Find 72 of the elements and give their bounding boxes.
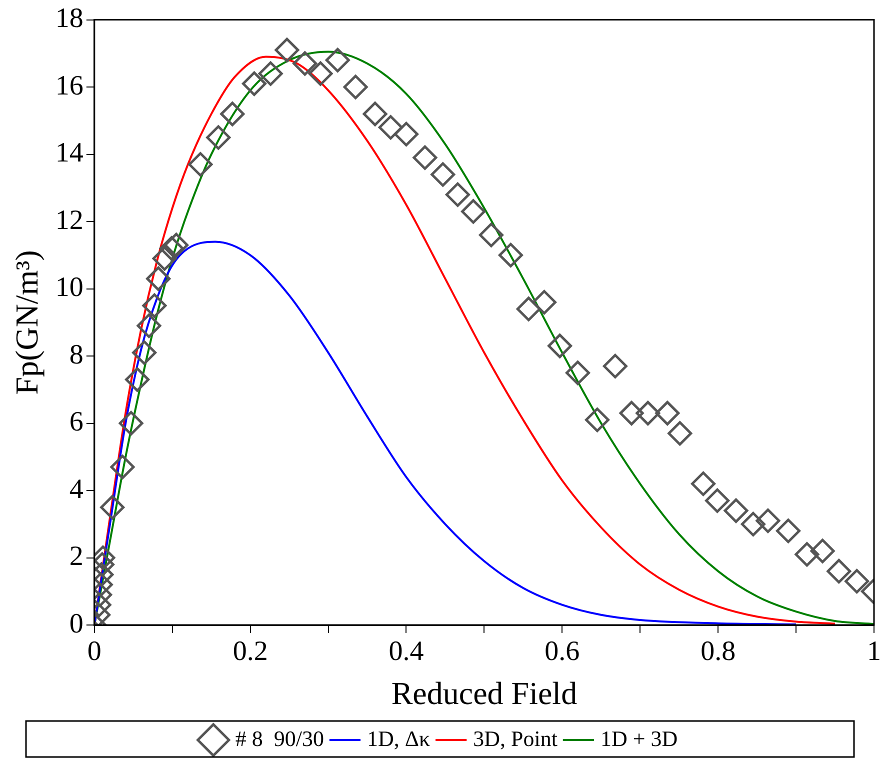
point bbox=[188, 152, 213, 177]
point bbox=[159, 236, 184, 261]
y-tick-label: 18 bbox=[55, 3, 84, 34]
y-tick-label: 16 bbox=[55, 70, 84, 102]
y-tick-label: 2 bbox=[69, 541, 84, 572]
point bbox=[378, 115, 403, 140]
point bbox=[125, 367, 150, 392]
point bbox=[258, 61, 283, 86]
point bbox=[655, 400, 680, 426]
point bbox=[776, 518, 800, 544]
y-tick-label: 0 bbox=[69, 608, 84, 640]
y-tick-label: 6 bbox=[69, 406, 84, 438]
point bbox=[132, 340, 157, 365]
legend-label: 3D, Point bbox=[473, 726, 558, 751]
point bbox=[152, 246, 177, 271]
y-tick-label: 4 bbox=[69, 474, 84, 505]
point bbox=[548, 334, 572, 358]
point bbox=[142, 293, 167, 318]
point bbox=[343, 74, 368, 100]
point bbox=[412, 145, 438, 170]
x-tick-label: 0.4 bbox=[388, 636, 424, 668]
point bbox=[705, 488, 730, 513]
point bbox=[844, 569, 870, 594]
legend-label: # 8 90/30 bbox=[235, 726, 324, 751]
y-tick-label: 12 bbox=[55, 204, 84, 236]
point bbox=[826, 558, 852, 584]
point bbox=[292, 51, 318, 76]
point bbox=[136, 314, 162, 338]
x-tick-label: 1 bbox=[867, 636, 881, 668]
point bbox=[274, 38, 300, 62]
point bbox=[794, 542, 820, 567]
point bbox=[498, 242, 523, 268]
point bbox=[602, 354, 628, 378]
point bbox=[636, 400, 660, 426]
point bbox=[724, 498, 748, 523]
y-tick-label: 8 bbox=[69, 339, 84, 370]
y-tick-label: 14 bbox=[55, 138, 84, 169]
point bbox=[362, 102, 388, 126]
legend-label: 1D + 3D bbox=[600, 726, 678, 751]
point bbox=[478, 222, 504, 248]
point bbox=[756, 508, 780, 534]
point bbox=[100, 495, 125, 520]
point bbox=[740, 512, 766, 536]
point bbox=[146, 266, 171, 291]
point bbox=[445, 182, 470, 207]
point bbox=[325, 48, 350, 72]
point bbox=[461, 199, 486, 224]
point bbox=[110, 454, 135, 480]
point bbox=[118, 411, 144, 436]
point bbox=[566, 360, 590, 386]
point bbox=[584, 408, 610, 432]
point bbox=[691, 472, 716, 496]
point bbox=[164, 232, 189, 258]
y-axis-title: Fp(GN/m³) bbox=[8, 250, 45, 395]
x-tick-label: 0.8 bbox=[700, 636, 736, 668]
point bbox=[810, 538, 835, 564]
point bbox=[516, 296, 541, 322]
point bbox=[206, 125, 231, 150]
legend-label: 1D, Δκ bbox=[366, 726, 430, 751]
x-tick-label: 0.2 bbox=[232, 636, 268, 668]
point bbox=[532, 290, 556, 314]
point bbox=[668, 421, 692, 446]
point bbox=[619, 400, 644, 426]
point bbox=[308, 61, 333, 86]
point bbox=[242, 71, 266, 96]
line-series bbox=[94, 240, 798, 625]
point bbox=[394, 122, 418, 146]
x-axis-title: Reduced Field bbox=[391, 675, 578, 712]
point bbox=[220, 102, 245, 126]
point bbox=[430, 162, 456, 187]
x-tick-label: 0.6 bbox=[544, 636, 580, 668]
y-tick-label: 10 bbox=[55, 272, 84, 304]
